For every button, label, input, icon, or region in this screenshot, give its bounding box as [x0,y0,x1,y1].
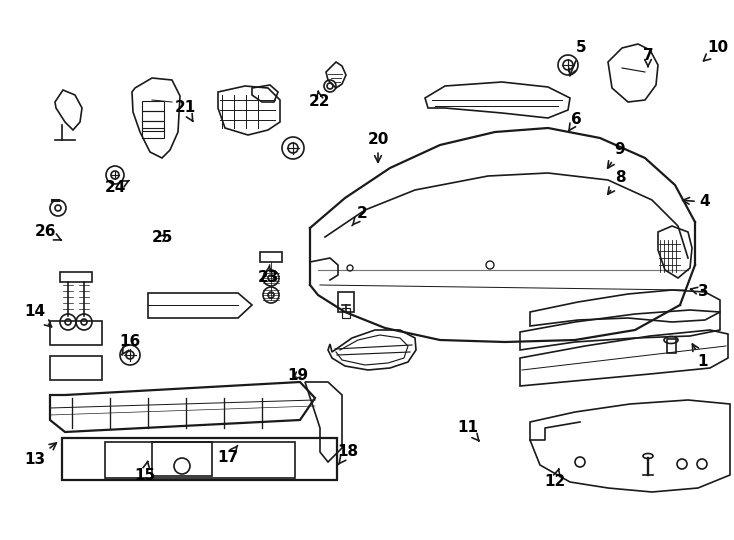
Text: 17: 17 [217,446,239,465]
Text: 8: 8 [608,171,625,194]
Text: 7: 7 [643,49,653,66]
Text: 5: 5 [569,40,586,76]
Text: 10: 10 [703,40,729,61]
Text: 6: 6 [569,112,581,131]
Text: 1: 1 [692,344,708,369]
Bar [50,321,102,345]
Bar [667,339,676,353]
Text: 2: 2 [352,206,368,226]
Bar [338,292,354,312]
Text: 26: 26 [34,225,62,240]
Text: 24: 24 [104,180,129,195]
Text: 25: 25 [151,231,172,246]
Text: 4: 4 [683,194,711,210]
Text: 11: 11 [457,421,479,441]
Text: 16: 16 [120,334,141,355]
Bar [62,438,337,480]
Text: 9: 9 [608,143,625,168]
Bar [142,101,164,111]
Text: 23: 23 [258,265,279,286]
Bar [142,111,164,121]
Text: 20: 20 [367,132,389,163]
Text: 19: 19 [288,368,308,382]
Bar [152,442,212,476]
Bar [260,252,282,262]
Bar [342,308,350,318]
Text: 13: 13 [24,443,57,468]
Bar [60,272,92,282]
Text: 12: 12 [545,469,566,489]
Text: 3: 3 [691,285,708,300]
Bar [142,121,164,131]
Bar [142,128,164,138]
Text: 21: 21 [175,100,196,122]
Bar [105,442,295,478]
Text: 15: 15 [134,462,156,483]
Text: 18: 18 [338,444,359,464]
Text: 14: 14 [24,305,51,327]
Bar [50,356,102,380]
Text: 22: 22 [309,91,331,110]
